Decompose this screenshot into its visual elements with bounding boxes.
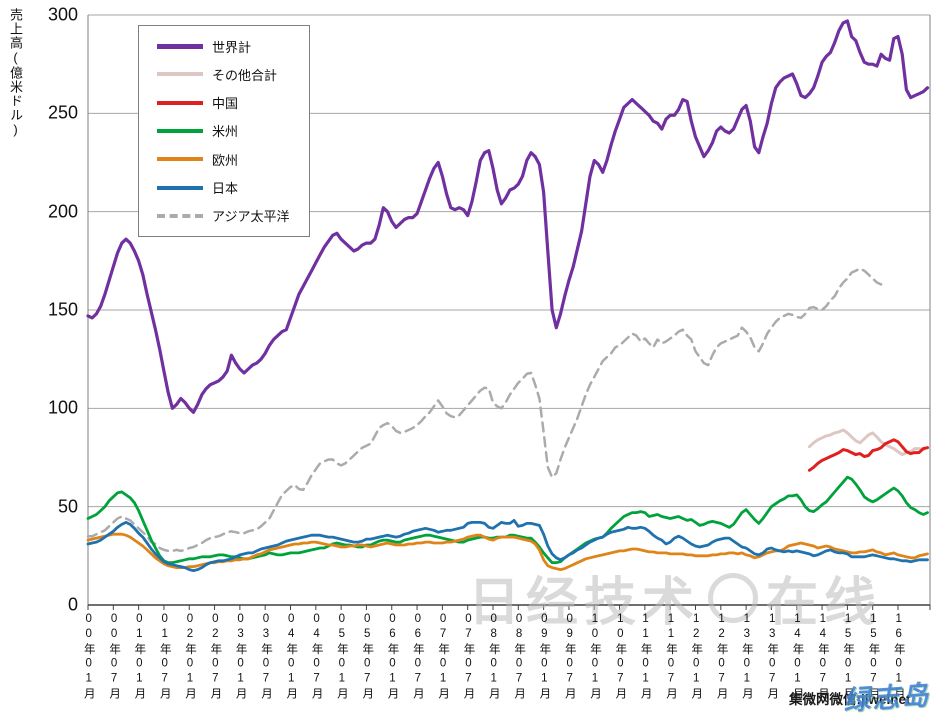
x-tick-label: 09年07月 [563, 613, 576, 702]
legend-item-label: 中国 [212, 96, 239, 112]
series-line-日本 [86, 519, 929, 572]
x-tick-label: 07年01月 [437, 613, 450, 702]
legend-line-sample [157, 72, 203, 77]
x-tick-label: 02年07月 [209, 613, 222, 702]
legend-item-label: 世界計 [212, 39, 252, 55]
x-tick-label: 04年07月 [310, 613, 323, 702]
x-tick-label: 11年01月 [639, 613, 652, 702]
series-line-中国 [807, 438, 929, 472]
legend-item: その他合計 [157, 65, 309, 84]
x-tick-label: 09年01月 [538, 613, 551, 702]
legend-item-label: アジア太平洋 [212, 209, 290, 225]
legend-line-sample [157, 43, 203, 49]
legend-item-label: 米州 [212, 124, 239, 140]
y-tick-label: 0 [67, 594, 78, 615]
legend-item: 中国 [157, 93, 309, 112]
x-tick-label: 07年07月 [462, 613, 475, 702]
legend-item-label: 日本 [212, 181, 239, 197]
legend-item-label: 欧州 [212, 152, 239, 168]
x-tick-label: 00年01月 [82, 613, 95, 702]
x-tick-label: 04年01月 [285, 613, 298, 702]
nikkei-watermark-left: 日经技术 [468, 574, 701, 632]
x-tick-label: 03年07月 [259, 613, 272, 702]
x-tick-label: 15年07月 [867, 613, 880, 702]
jiweinet-watermark: 集微网微信:jiweinet [789, 692, 911, 707]
y-tick-label: 50 [57, 496, 78, 517]
x-tick-label: 08年07月 [513, 613, 526, 702]
y-axis-title: 売上高(億米ドル) [8, 8, 23, 138]
x-tick-label: 01年07月 [158, 613, 171, 702]
x-tick-label: 13年01月 [740, 613, 753, 702]
overlay-watermark: 绿志岛 [842, 679, 932, 716]
x-tick-label: 08年01月 [487, 613, 500, 702]
legend-box: 世界計その他合計中国米州欧州日本アジア太平洋 [138, 25, 310, 237]
watermark-circle-icon [708, 572, 759, 623]
x-tick-label: 12年01月 [690, 613, 703, 702]
x-tick-label: 06年07月 [411, 613, 424, 702]
x-tick-label: 02年01月 [184, 613, 196, 702]
series-line-その他合計 [807, 428, 925, 457]
x-tick-label: 15年01月 [842, 613, 855, 702]
nikkei-watermark: 日经技术 在线 [468, 560, 882, 635]
series-line-アジア太平洋 [86, 267, 883, 553]
legend-item-label: その他合計 [212, 67, 278, 83]
x-tick-label: 00年07月 [108, 613, 121, 702]
legend-item: 日本 [157, 178, 309, 197]
y-tick-label: 150 [47, 299, 78, 320]
x-tick-label: 13年07月 [766, 613, 779, 702]
x-tick-label: 01年01月 [133, 613, 146, 702]
legend-item: 欧州 [157, 150, 309, 169]
x-tick-label: 14年07月 [816, 613, 829, 702]
legend-line-sample [157, 157, 203, 162]
y-tick-label: 100 [47, 397, 78, 418]
series-line-世界計 [86, 19, 930, 414]
x-tick-label: 10年07月 [614, 613, 627, 702]
legend-line-sample [157, 185, 203, 190]
x-tick-label: 06年01月 [386, 613, 399, 702]
x-tick-label: 05年01月 [335, 613, 348, 702]
legend-line-sample [157, 100, 203, 105]
y-tick-label: 200 [47, 201, 78, 222]
legend-item: 米州 [157, 121, 309, 140]
nikkei-watermark-right: 在线 [766, 574, 883, 632]
y-tick-label: 300 [47, 4, 78, 25]
y-tick-label: 250 [47, 102, 78, 123]
x-tick-label: 05年07月 [361, 613, 374, 702]
x-tick-label: 03年01月 [234, 613, 247, 702]
legend-item: 世界計 [157, 37, 309, 56]
legend-line-sample [157, 128, 203, 133]
x-tick-label: 16年01月 [892, 613, 905, 702]
legend-item: アジア太平洋 [157, 206, 309, 225]
x-tick-label: 10年01月 [589, 613, 601, 702]
legend-line-sample [157, 213, 203, 218]
series-line-米州 [86, 475, 929, 565]
x-tick-label: 11年07月 [664, 613, 677, 702]
x-tick-label: 14年01月 [791, 613, 804, 702]
x-tick-label: 12年07月 [715, 613, 728, 702]
